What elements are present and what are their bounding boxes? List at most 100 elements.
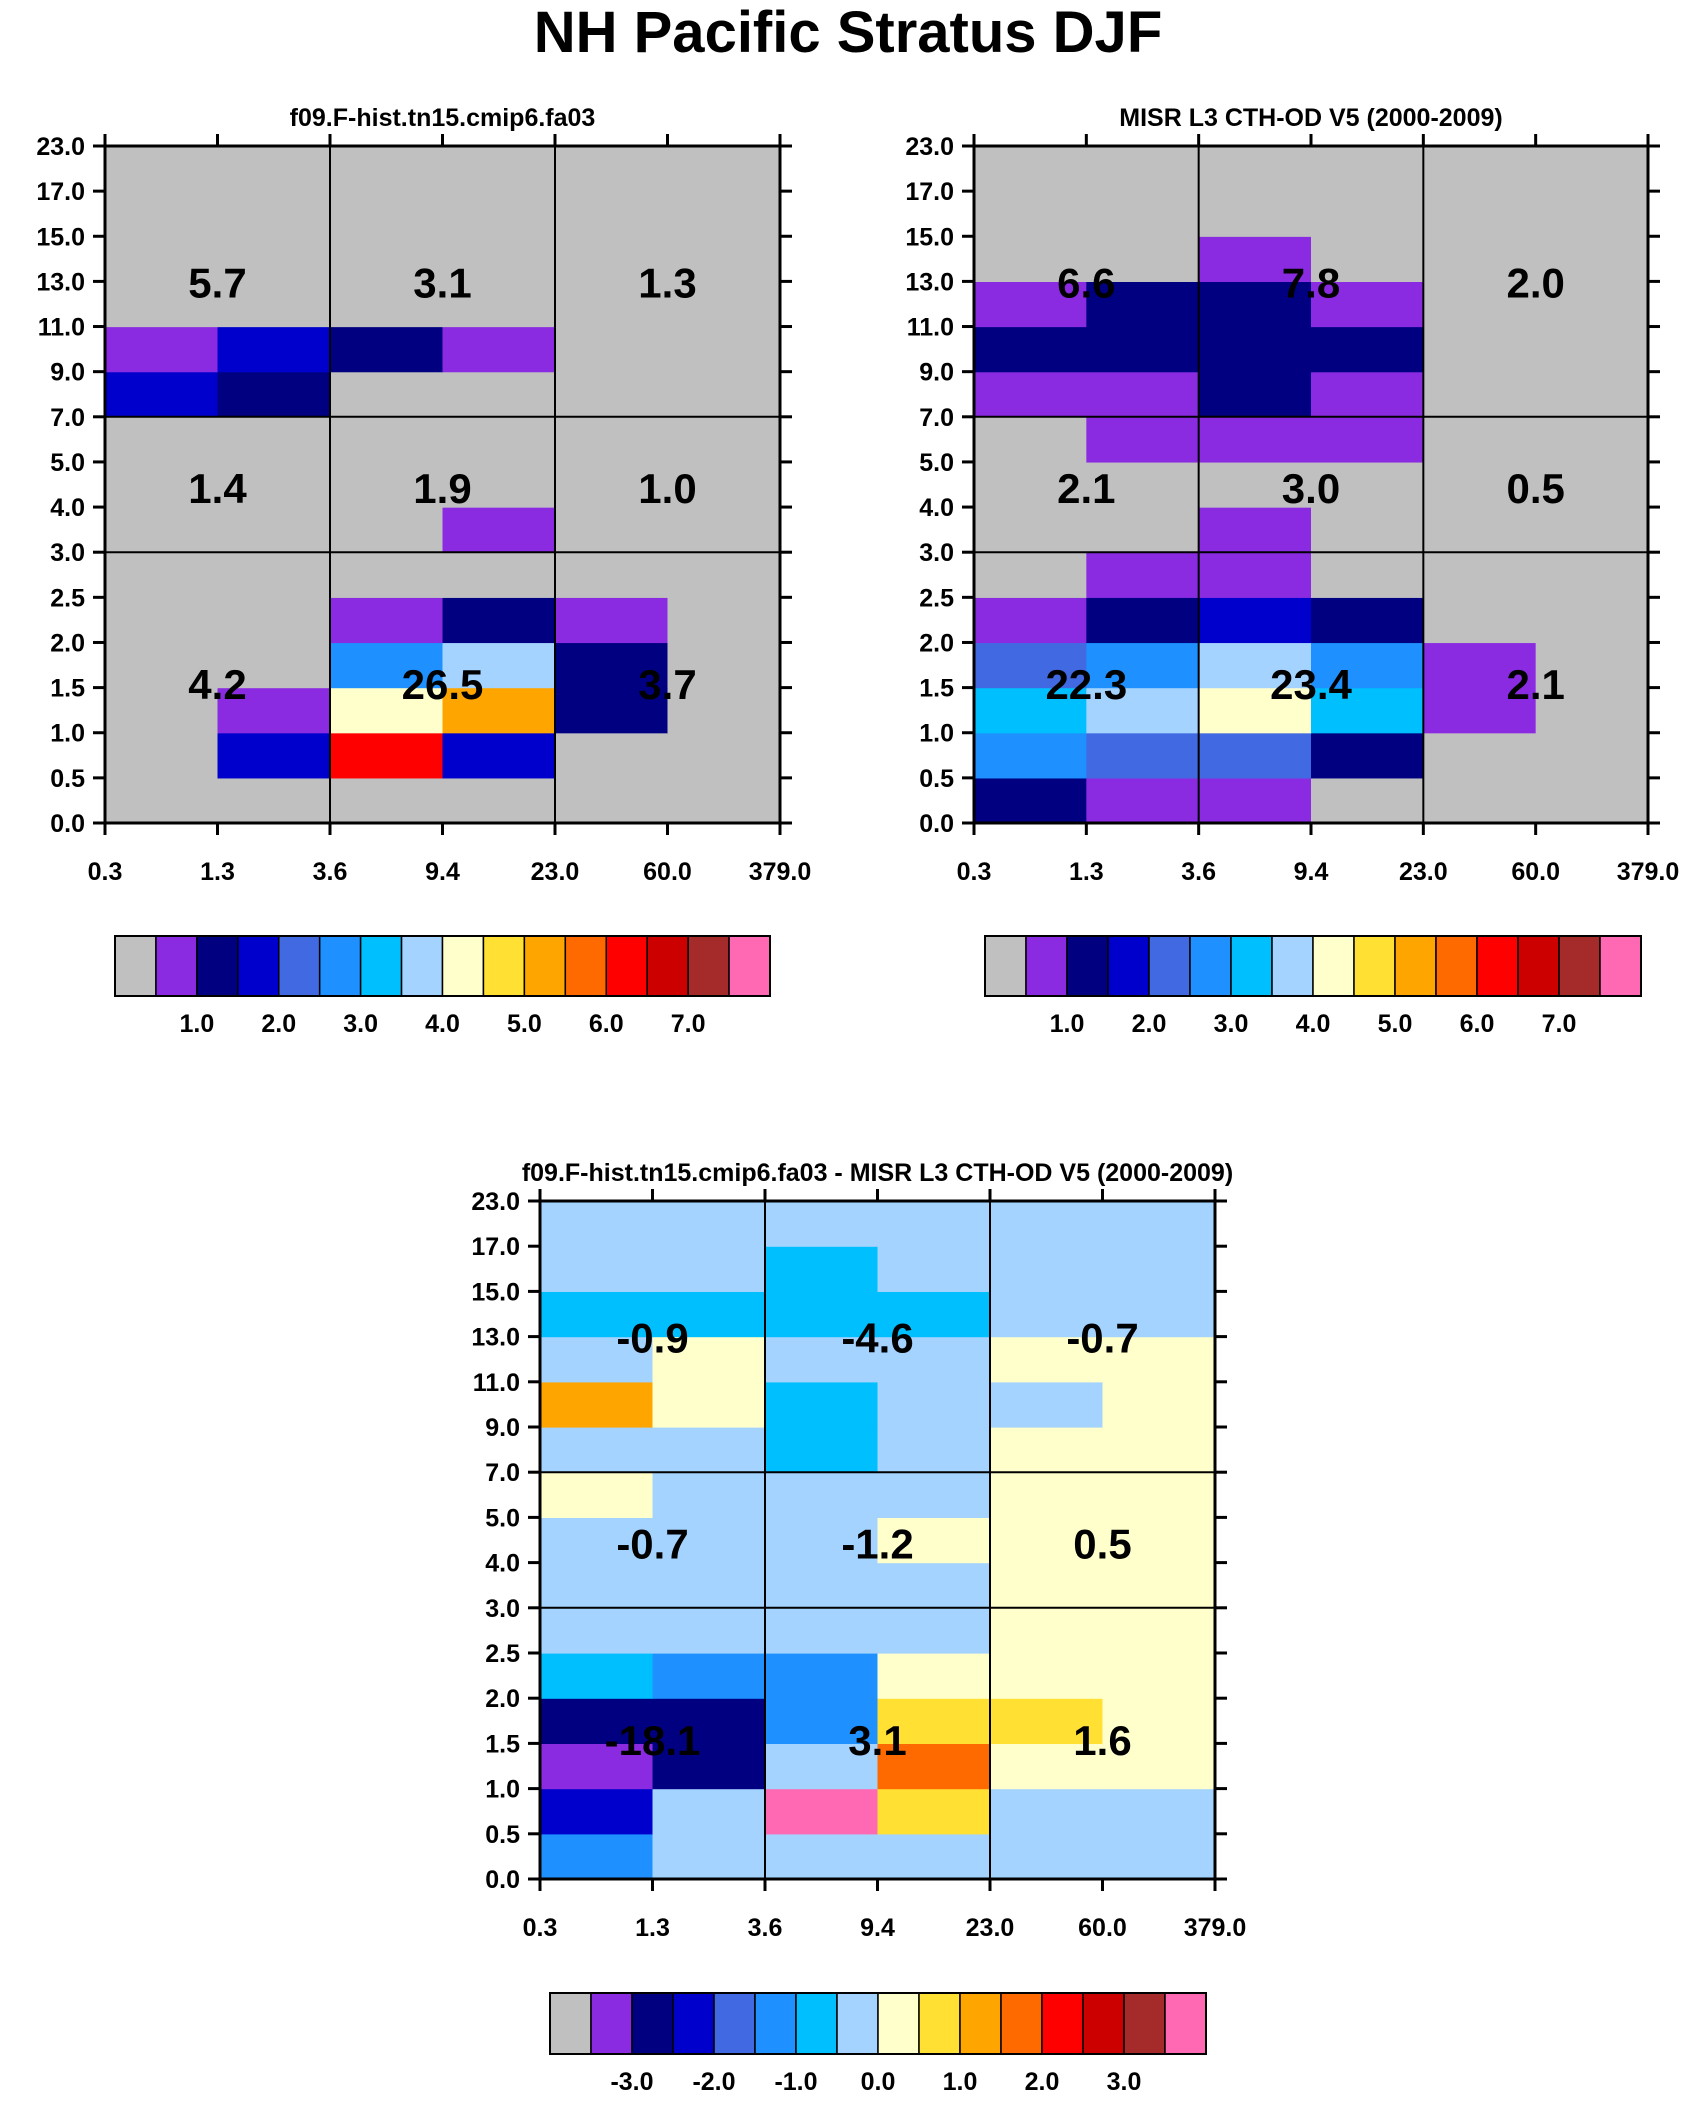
colorbar-swatch-diff — [836, 1992, 879, 2055]
heatmap-cell-model — [217, 191, 331, 237]
heatmap-cell-model — [217, 281, 331, 328]
y-tick-label-diff: 11.0 — [473, 1369, 520, 1397]
group-total-diff: -0.7 — [616, 1520, 688, 1567]
heatmap-cell-diff — [540, 1336, 654, 1383]
heatmap-cell-obs — [1311, 732, 1424, 779]
colorbar-swatch-diff — [713, 1992, 756, 2055]
y-tick-label-model: 0.5 — [50, 765, 85, 793]
y-tick-label-obs: 3.0 — [919, 539, 954, 567]
colorbar-swatch-model — [728, 935, 771, 997]
heatmap-cell-obs — [1198, 687, 1312, 734]
heatmap-cell-diff — [765, 1562, 879, 1609]
heatmap-cell-diff — [877, 1246, 991, 1292]
group-total-model: 1.0 — [638, 465, 696, 512]
heatmap-cell-model — [217, 552, 331, 598]
heatmap-cell-diff — [652, 1653, 766, 1699]
x-tick-label-model: 23.0 — [531, 858, 580, 886]
heatmap-cell-obs — [1198, 146, 1312, 192]
colorbar-tick-label-obs: 2.0 — [1132, 1010, 1167, 1038]
colorbar-swatch-model — [400, 935, 444, 997]
colorbar-tick-label-model: 2.0 — [261, 1010, 296, 1038]
heatmap-cell-obs — [1198, 777, 1312, 824]
heatmap-cell-obs — [974, 371, 1087, 418]
y-tick-label-obs: 15.0 — [905, 223, 954, 251]
heatmap-cell-diff — [765, 1833, 879, 1880]
y-tick-label-model: 7.0 — [50, 404, 85, 432]
heatmap-cell-obs — [1311, 281, 1424, 328]
heatmap-cell-obs — [1198, 597, 1312, 644]
heatmap-cell-obs — [1086, 507, 1200, 553]
heatmap-cell-obs — [1311, 552, 1424, 598]
y-tick-label-obs: 0.0 — [919, 810, 954, 838]
colorbar-swatch-model — [237, 935, 280, 997]
heatmap-cell-obs — [1086, 777, 1200, 824]
heatmap-cell-diff — [877, 1743, 991, 1790]
heatmap-cell-model — [555, 416, 669, 463]
heatmap-cell-diff — [765, 1607, 879, 1654]
colorbar-tick-label-model: 4.0 — [425, 1010, 460, 1038]
y-tick-label-diff: 0.5 — [485, 1821, 520, 1849]
heatmap-cell-model — [555, 236, 669, 282]
colorbar-swatch-obs — [1025, 935, 1068, 997]
heatmap-cell-model — [555, 326, 669, 373]
heatmap-cell-model — [667, 326, 781, 373]
heatmap-cell-model — [555, 732, 669, 779]
x-tick-label-model: 1.3 — [200, 858, 235, 886]
heatmap-cell-diff — [1102, 1607, 1216, 1654]
x-tick-label-model: 3.6 — [313, 858, 348, 886]
heatmap-cell-obs — [974, 416, 1087, 463]
heatmap-cell-diff — [652, 1833, 766, 1880]
colorbar-tick-label-obs: 6.0 — [1460, 1010, 1495, 1038]
heatmap-cell-model — [667, 191, 781, 237]
y-tick-label-diff: 0.0 — [485, 1866, 520, 1894]
heatmap-cell-model — [217, 687, 331, 734]
heatmap-cell-model — [105, 416, 219, 463]
heatmap-cell-obs — [1311, 416, 1424, 463]
colorbar-swatch-model — [318, 935, 362, 997]
colorbar-swatch-diff — [549, 1992, 592, 2055]
heatmap-cell-model — [105, 191, 219, 237]
colorbar-tick-label-diff: -3.0 — [610, 2068, 653, 2096]
colorbar-swatch-model — [605, 935, 648, 997]
heatmap-cell-obs — [1423, 687, 1537, 734]
group-total-obs: 2.1 — [1506, 661, 1564, 708]
heatmap-cell-model — [667, 371, 781, 418]
colorbar-tick-label-model: 5.0 — [507, 1010, 542, 1038]
heatmap-cell-diff — [990, 1607, 1104, 1654]
heatmap-cell-model — [105, 597, 219, 644]
group-total-diff: 3.1 — [848, 1717, 906, 1764]
heatmap-cell-obs — [974, 461, 1087, 508]
y-tick-label-diff: 17.0 — [471, 1233, 520, 1261]
heatmap-cell-diff — [1102, 1381, 1216, 1428]
heatmap-cell-obs — [1423, 416, 1537, 463]
heatmap-cell-diff — [1102, 1698, 1216, 1744]
group-total-model: 26.5 — [402, 661, 484, 708]
heatmap-cell-model — [330, 236, 444, 282]
heatmap-cell-obs — [1086, 416, 1200, 463]
colorbar-swatch-diff — [795, 1992, 838, 2055]
heatmap-cell-obs — [1086, 552, 1200, 598]
y-tick-label-model: 3.0 — [50, 539, 85, 567]
heatmap-cell-obs — [1423, 191, 1537, 237]
y-tick-label-model: 2.0 — [50, 629, 85, 657]
heatmap-cell-model — [442, 236, 556, 282]
heatmap-cell-model — [330, 732, 444, 779]
colorbar-swatch-diff — [918, 1992, 961, 2055]
heatmap-cell-diff — [540, 1562, 654, 1609]
heatmap-cell-diff — [765, 1201, 879, 1247]
heatmap-cell-obs — [1086, 146, 1200, 192]
heatmap-cell-diff — [540, 1381, 654, 1428]
group-total-model: 1.9 — [413, 465, 471, 512]
heatmap-cell-diff — [990, 1517, 1104, 1564]
heatmap-cell-diff — [1102, 1562, 1216, 1609]
heatmap-cell-diff — [540, 1427, 654, 1473]
heatmap-cell-obs — [1535, 552, 1649, 598]
heatmap-cell-obs — [1086, 191, 1200, 237]
colorbar-swatch-obs — [1148, 935, 1191, 997]
group-total-diff: -4.6 — [841, 1315, 913, 1362]
heatmap-cell-diff — [765, 1653, 879, 1699]
y-tick-label-model: 15.0 — [36, 223, 85, 251]
y-tick-label-model: 9.0 — [50, 359, 85, 387]
colorbar-frame-diff — [549, 1992, 1207, 2055]
colorbar-swatch-model — [196, 935, 239, 997]
